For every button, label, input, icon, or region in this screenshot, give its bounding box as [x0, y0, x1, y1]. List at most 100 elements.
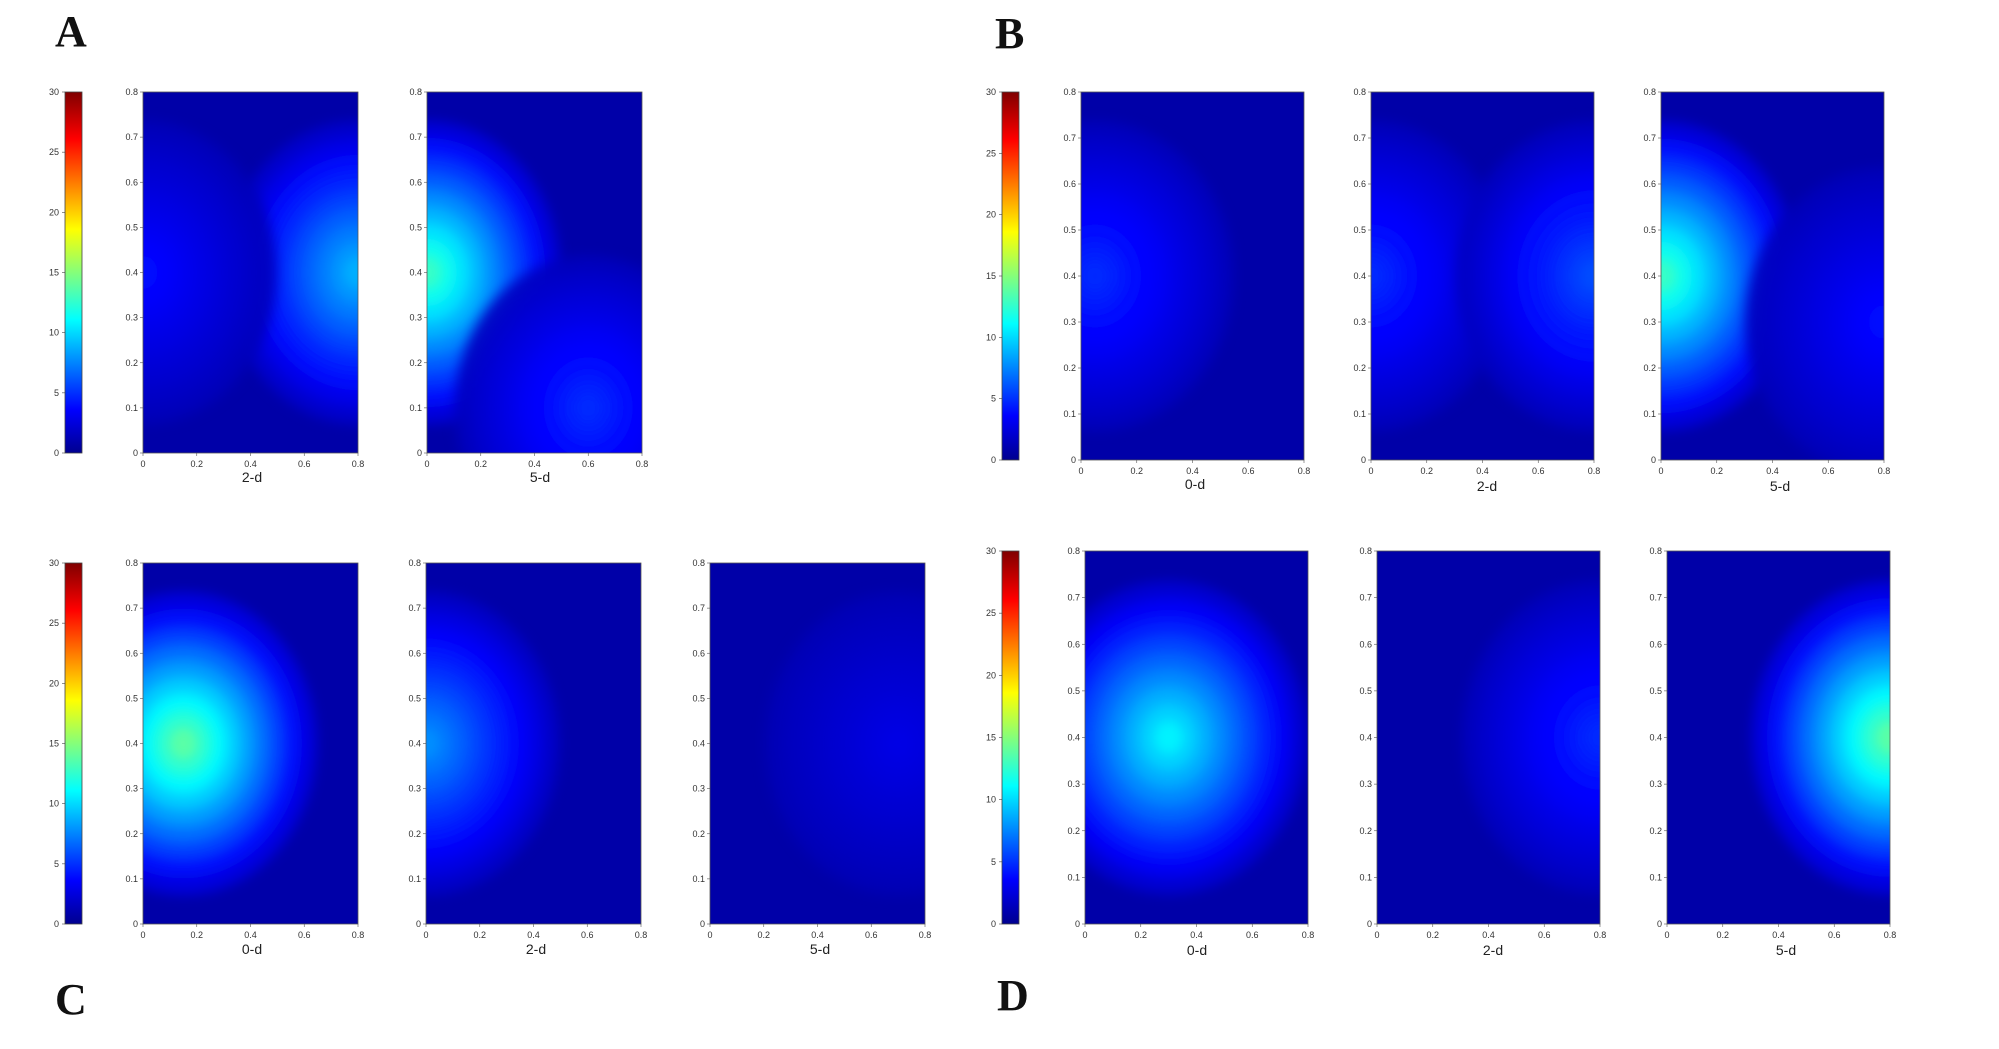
y-tick-label: 0: [1651, 455, 1656, 465]
x-tick-label: 0.2: [1420, 466, 1433, 476]
y-tick-label: 0: [1367, 919, 1372, 929]
x-tick-label: 0.4: [1772, 930, 1785, 940]
y-tick-label: 0.5: [692, 693, 705, 703]
caption-b-2d: 2-d: [1477, 478, 1497, 494]
y-tick-label: 0.7: [1359, 593, 1372, 603]
x-tick-label: 0: [1658, 466, 1663, 476]
y-tick-label: 0: [1075, 919, 1080, 929]
y-tick-label: 0.7: [1649, 593, 1662, 603]
y-tick-label: 0.5: [1353, 225, 1366, 235]
x-tick-label: 0.4: [1482, 930, 1495, 940]
x-tick-label: 0: [424, 459, 429, 469]
y-tick-label: 0.2: [1063, 363, 1076, 373]
colorbar-tick-label: 0: [54, 919, 59, 929]
y-tick-label: 0.8: [408, 558, 421, 568]
y-tick-label: 0.2: [1649, 826, 1662, 836]
y-tick-label: 0: [700, 919, 705, 929]
x-tick-label: 0.6: [865, 930, 878, 940]
y-tick-label: 0.7: [1643, 133, 1656, 143]
x-tick-label: 0: [1082, 930, 1087, 940]
x-tick-label: 0.6: [1246, 930, 1259, 940]
x-tick-label: 0.6: [298, 459, 311, 469]
y-tick-label: 0.6: [125, 648, 138, 658]
x-tick-label: 0.6: [1828, 930, 1841, 940]
x-tick-label: 0.6: [1532, 466, 1545, 476]
x-tick-label: 0.6: [581, 930, 594, 940]
hotspot-contour: [1371, 258, 1387, 294]
y-tick-label: 0.3: [1359, 779, 1372, 789]
x-tick-label: 0.8: [1594, 930, 1607, 940]
y-tick-label: 0.6: [1067, 639, 1080, 649]
y-tick-label: 0.5: [409, 222, 422, 232]
y-tick-label: 0.1: [1353, 409, 1366, 419]
y-tick-label: 0.7: [409, 132, 422, 142]
colorbar-tick-label: 0: [991, 455, 996, 465]
x-tick-label: 0.6: [582, 459, 595, 469]
caption-b-0d: 0-d: [1185, 476, 1205, 492]
colorbar-tick-label: 0: [54, 448, 59, 458]
hotspot-contour: [1868, 304, 1884, 340]
colorbar-tick-label: 25: [986, 608, 996, 618]
y-tick-label: 0.2: [408, 829, 421, 839]
y-tick-label: 0.8: [1359, 546, 1372, 556]
heatmap-C-2-d: [426, 563, 641, 924]
x-tick-label: 0.8: [1302, 930, 1315, 940]
x-tick-label: 0.8: [1588, 466, 1601, 476]
panel-letter-a: A: [55, 7, 87, 56]
x-tick-label: 0.4: [1766, 466, 1779, 476]
colorbar-tick-label: 30: [986, 546, 996, 556]
y-tick-label: 0.4: [125, 268, 138, 278]
colorbar-tick-label: 5: [991, 857, 996, 867]
y-tick-label: 0.4: [125, 739, 138, 749]
y-tick-label: 0.8: [1353, 87, 1366, 97]
y-tick-label: 0.3: [1353, 317, 1366, 327]
y-tick-label: 0.8: [409, 87, 422, 97]
panel-letter-c: C: [55, 975, 87, 1024]
y-tick-label: 0.4: [1649, 733, 1662, 743]
colorbar-tick-label: 10: [986, 795, 996, 805]
hotspot-contour: [1081, 258, 1111, 294]
y-tick-label: 0.6: [1353, 179, 1366, 189]
y-tick-label: 0.8: [1643, 87, 1656, 97]
y-tick-label: 0: [417, 448, 422, 458]
y-tick-label: 0.4: [1067, 733, 1080, 743]
colorbar-tick-label: 20: [49, 207, 59, 217]
x-tick-label: 0.4: [1190, 930, 1203, 940]
colorbar: [64, 91, 83, 454]
y-tick-label: 0.4: [1643, 271, 1656, 281]
y-tick-label: 0.8: [1067, 546, 1080, 556]
plot-layer: 0 5 10 15 20 25 30 0 5 10 15 20 25 30 0 5 10 15 20 25 30 0 5 10…: [49, 87, 1896, 940]
x-tick-label: 0: [423, 930, 428, 940]
y-tick-label: 0.1: [408, 874, 421, 884]
y-tick-label: 0.3: [409, 313, 422, 323]
x-tick-label: 0.2: [190, 459, 203, 469]
y-tick-label: 0.1: [1643, 409, 1656, 419]
y-tick-label: 0.2: [692, 829, 705, 839]
x-tick-label: 0.8: [352, 930, 365, 940]
hotspot-contour: [427, 255, 442, 290]
x-tick-label: 0.2: [474, 459, 487, 469]
y-tick-label: 0.7: [408, 603, 421, 613]
x-tick-label: 0.8: [919, 930, 932, 940]
colorbar-tick-label: 10: [986, 332, 996, 342]
caption-c-5d: 5-d: [810, 941, 830, 957]
y-tick-label: 0.1: [692, 874, 705, 884]
colorbar-tick-label: 25: [986, 148, 996, 158]
y-tick-label: 0.1: [125, 874, 138, 884]
colorbar-tick-label: 30: [49, 87, 59, 97]
x-tick-label: 0.2: [1134, 930, 1147, 940]
y-tick-label: 0.2: [1067, 826, 1080, 836]
colorbar-tick-label: 25: [49, 618, 59, 628]
heatmap-A-2-d: [143, 92, 358, 453]
y-tick-label: 0.6: [1649, 639, 1662, 649]
y-tick-label: 0.7: [125, 132, 138, 142]
y-tick-label: 0.5: [408, 693, 421, 703]
colorbar-tick-label: 15: [986, 271, 996, 281]
y-tick-label: 0.3: [1063, 317, 1076, 327]
y-tick-label: 0.1: [1649, 872, 1662, 882]
heatmap-D-0-d: [1085, 551, 1308, 924]
y-tick-label: 0.7: [125, 603, 138, 613]
colorbar-tick-label: 5: [991, 394, 996, 404]
panel-letter-b: B: [995, 9, 1024, 58]
